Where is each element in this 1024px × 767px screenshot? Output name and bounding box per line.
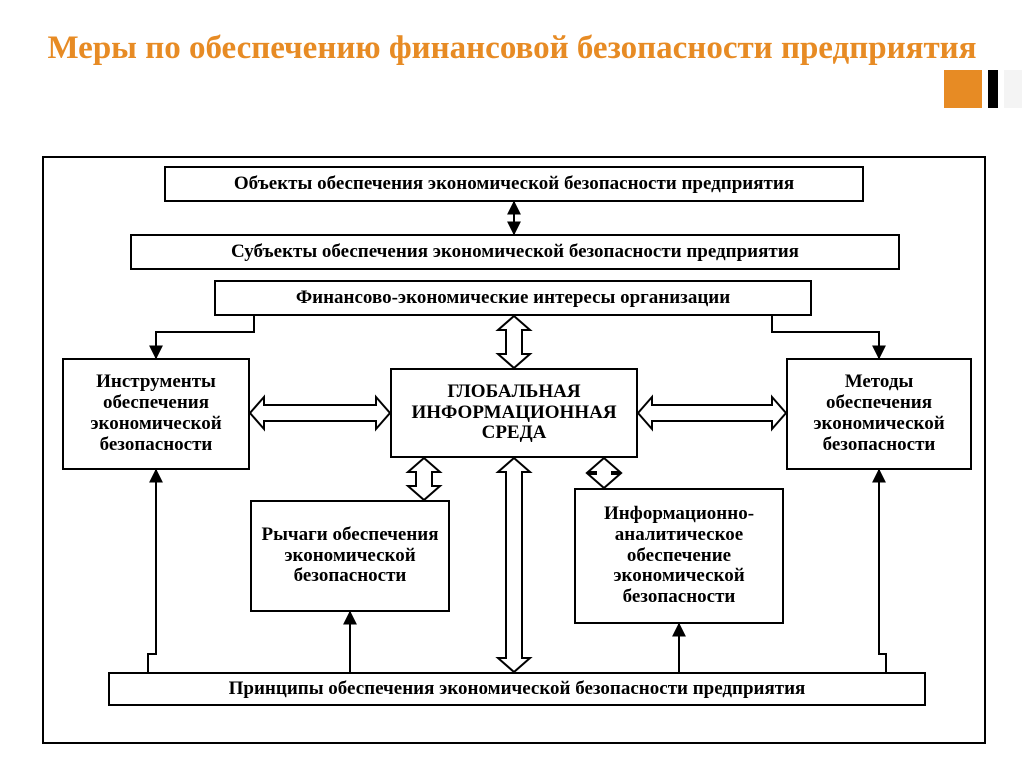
node-instruments: Инструменты обеспечения экономической бе…	[62, 358, 250, 470]
slide: Меры по обеспечению финансовой безопасно…	[0, 0, 1024, 767]
node-interests: Финансово-экономические интересы организ…	[214, 280, 812, 316]
corner-decoration	[944, 70, 1024, 108]
node-info: Информационно-аналитическое обеспечение …	[574, 488, 784, 624]
node-global: ГЛОБАЛЬНАЯ ИНФОРМАЦИОННАЯ СРЕДА	[390, 368, 638, 458]
node-levers: Рычаги обеспечения экономической безопас…	[250, 500, 450, 612]
node-objects: Объекты обеспечения экономической безопа…	[164, 166, 864, 202]
node-principles: Принципы обеспечения экономической безоп…	[108, 672, 926, 706]
slide-title: Меры по обеспечению финансовой безопасно…	[0, 30, 1024, 68]
node-subjects: Субъекты обеспечения экономической безоп…	[130, 234, 900, 270]
diagram-frame: Объекты обеспечения экономической безопа…	[42, 156, 986, 744]
node-methods: Методы обеспечения экономической безопас…	[786, 358, 972, 470]
